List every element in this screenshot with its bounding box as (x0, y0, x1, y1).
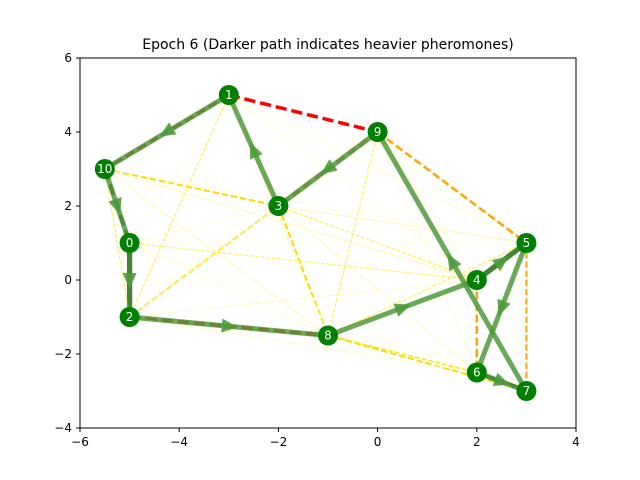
x-tick-label: −4 (170, 435, 188, 449)
tour-arrowhead (221, 318, 238, 333)
city-node-marker (119, 307, 140, 327)
pheromone-edge-8-5 (327, 242, 527, 337)
city-node-marker (466, 362, 487, 383)
pheromone-edge-3-6 (278, 205, 478, 373)
city-node-2: 2 (119, 307, 140, 327)
city-node-5: 5 (516, 233, 537, 253)
x-tick-label: 0 (374, 435, 382, 449)
x-tick-label: 2 (473, 435, 481, 449)
tour-arrowhead (108, 197, 122, 215)
city-node-marker (466, 270, 487, 290)
tour-arrowhead (447, 253, 462, 272)
city-node-label: 9 (374, 125, 382, 139)
tour-arrow-1-10 (102, 92, 232, 172)
tour-arrowhead (320, 159, 338, 175)
pheromone-edge-0-4 (129, 242, 477, 281)
y-axis-ticks: −4 −2 0 2 4 6 (54, 51, 80, 435)
tour-arrowhead (249, 142, 263, 160)
city-node-marker (367, 122, 388, 142)
pheromone-edge-0-3 (129, 205, 279, 244)
pheromone-edge-1-4 (228, 94, 478, 281)
city-node-10: 10 (94, 159, 115, 179)
y-tick-label: 0 (64, 273, 72, 287)
city-node-marker (94, 159, 115, 179)
tour-arrow-10-0 (102, 166, 133, 246)
city-node-6: 6 (466, 362, 487, 383)
y-tick-label: −2 (54, 347, 72, 361)
y-tick-label: 4 (64, 125, 72, 139)
city-node-label: 4 (473, 273, 481, 287)
city-node-marker (318, 325, 338, 346)
tour-arrowhead (122, 273, 137, 289)
pheromone-edge-2-6 (129, 316, 477, 373)
tour-arrowhead (491, 256, 509, 272)
city-node-4: 4 (466, 270, 487, 290)
tour-arrow-4-5 (474, 240, 529, 283)
tour-arrow-3-1 (226, 92, 281, 209)
city-node-8: 8 (318, 325, 338, 346)
city-node-label: 0 (126, 236, 134, 250)
city-node-label: 5 (523, 236, 531, 250)
tour-arrow-7-9 (375, 129, 529, 394)
x-tick-label: −6 (71, 435, 89, 449)
pheromone-edge-2-1 (129, 94, 230, 318)
pheromone-edge-2-4 (129, 279, 477, 318)
pheromone-edge-1-0 (129, 94, 230, 244)
city-node-9: 9 (367, 122, 388, 142)
tour-arrowhead (159, 122, 177, 137)
pheromone-edge-10-5 (104, 168, 527, 244)
city-node-0: 0 (119, 233, 140, 253)
city-node-label: 8 (324, 329, 332, 343)
tour-arrow-2-8 (127, 314, 331, 338)
tour-arrowhead (497, 298, 511, 317)
pheromone-edge-8-6 (327, 334, 477, 374)
city-node-marker (218, 85, 239, 105)
tour-arrow-9-3 (275, 129, 381, 209)
pheromone-edge-1-9 (228, 93, 379, 134)
city-node-marker (516, 233, 537, 253)
tour-arrows (102, 92, 529, 394)
pheromone-edge-8-7 (327, 334, 527, 392)
pheromone-edge-9-6 (377, 131, 478, 373)
city-node-label: 3 (275, 199, 283, 213)
city-node-marker (516, 381, 537, 401)
tour-arrowhead (492, 372, 510, 386)
x-tick-label: 4 (572, 435, 580, 449)
city-node-label: 2 (126, 310, 134, 324)
pheromone-edge-10-2 (104, 168, 131, 318)
tour-arrowhead (393, 303, 411, 317)
plot-frame (79, 57, 577, 429)
city-node-3: 3 (268, 196, 289, 216)
x-tick-label: −2 (270, 435, 288, 449)
city-node-label: 10 (97, 162, 112, 176)
pheromone-edge-0-8 (129, 242, 329, 336)
city-node-label: 1 (225, 88, 233, 102)
pheromone-edge-10-3 (104, 168, 279, 207)
city-node-7: 7 (516, 381, 537, 401)
city-node-1: 1 (218, 85, 239, 105)
city-node-label: 7 (523, 384, 531, 398)
y-tick-label: −4 (54, 421, 72, 435)
pheromone-edge-9-5 (376, 130, 528, 245)
y-tick-label: 6 (64, 51, 72, 65)
tour-arrow-8-4 (325, 277, 480, 338)
city-node-marker (119, 233, 140, 253)
tour-arrow-0-2 (122, 240, 137, 320)
y-tick-label: 2 (64, 199, 72, 213)
pheromone-edge-1-5 (228, 94, 527, 244)
pheromone-edge-0-6 (129, 242, 477, 373)
x-axis-ticks: −6 −4 −2 0 2 4 (71, 428, 580, 449)
tour-arrow-5-6 (474, 240, 529, 375)
chart-title: Epoch 6 (Darker path indicates heavier p… (142, 37, 514, 53)
city-node-marker (268, 196, 289, 216)
city-nodes: 0 1 2 3 4 5 6 7 8 9 10 (94, 85, 537, 401)
city-node-label: 6 (473, 366, 481, 380)
